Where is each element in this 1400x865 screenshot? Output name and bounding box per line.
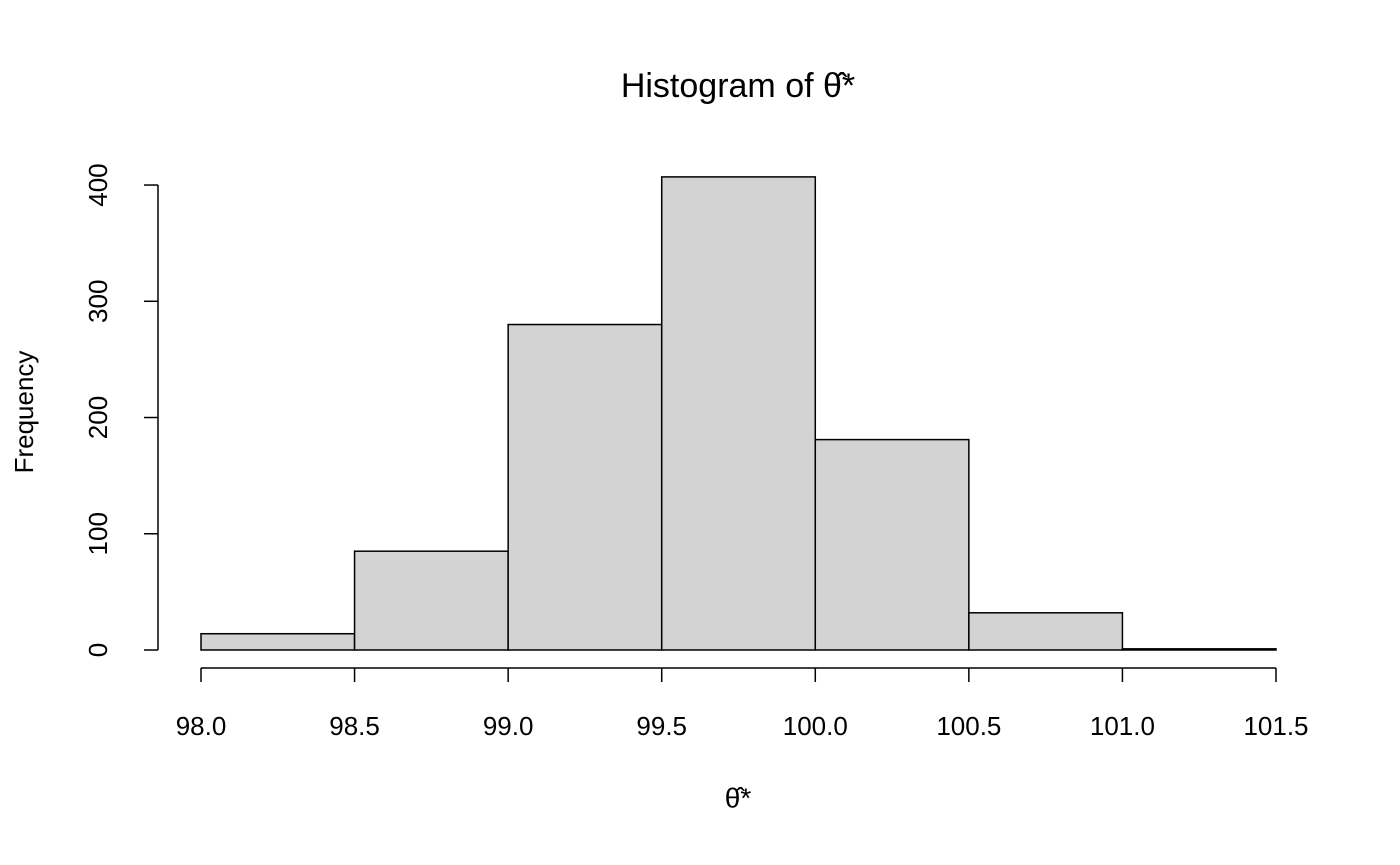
x-tick-label: 100.5 bbox=[936, 711, 1001, 741]
bar bbox=[507, 323, 663, 651]
y-tick-label: 200 bbox=[83, 396, 113, 439]
x-tick-label: 99.5 bbox=[636, 711, 687, 741]
y-tick-label: 300 bbox=[83, 280, 113, 323]
y-tick-label: 100 bbox=[83, 512, 113, 555]
x-axis-label: θ̂* bbox=[725, 782, 752, 813]
x-tick-label: 98.0 bbox=[176, 711, 227, 741]
bar bbox=[1121, 648, 1277, 651]
y-tick-label: 400 bbox=[83, 163, 113, 206]
chart-title: Histogram of θ̂* bbox=[621, 67, 855, 105]
x-tick-label: 101.0 bbox=[1090, 711, 1155, 741]
bar bbox=[200, 632, 356, 651]
bar bbox=[814, 438, 970, 651]
bar bbox=[353, 550, 509, 651]
y-tick-label: 0 bbox=[83, 643, 113, 657]
x-tick-label: 98.5 bbox=[329, 711, 380, 741]
y-axis-label: Frequency bbox=[9, 351, 39, 474]
bar bbox=[968, 612, 1124, 651]
x-tick-label: 101.5 bbox=[1243, 711, 1308, 741]
x-tick-label: 99.0 bbox=[483, 711, 534, 741]
x-tick-label: 100.0 bbox=[783, 711, 848, 741]
bar bbox=[660, 176, 817, 651]
